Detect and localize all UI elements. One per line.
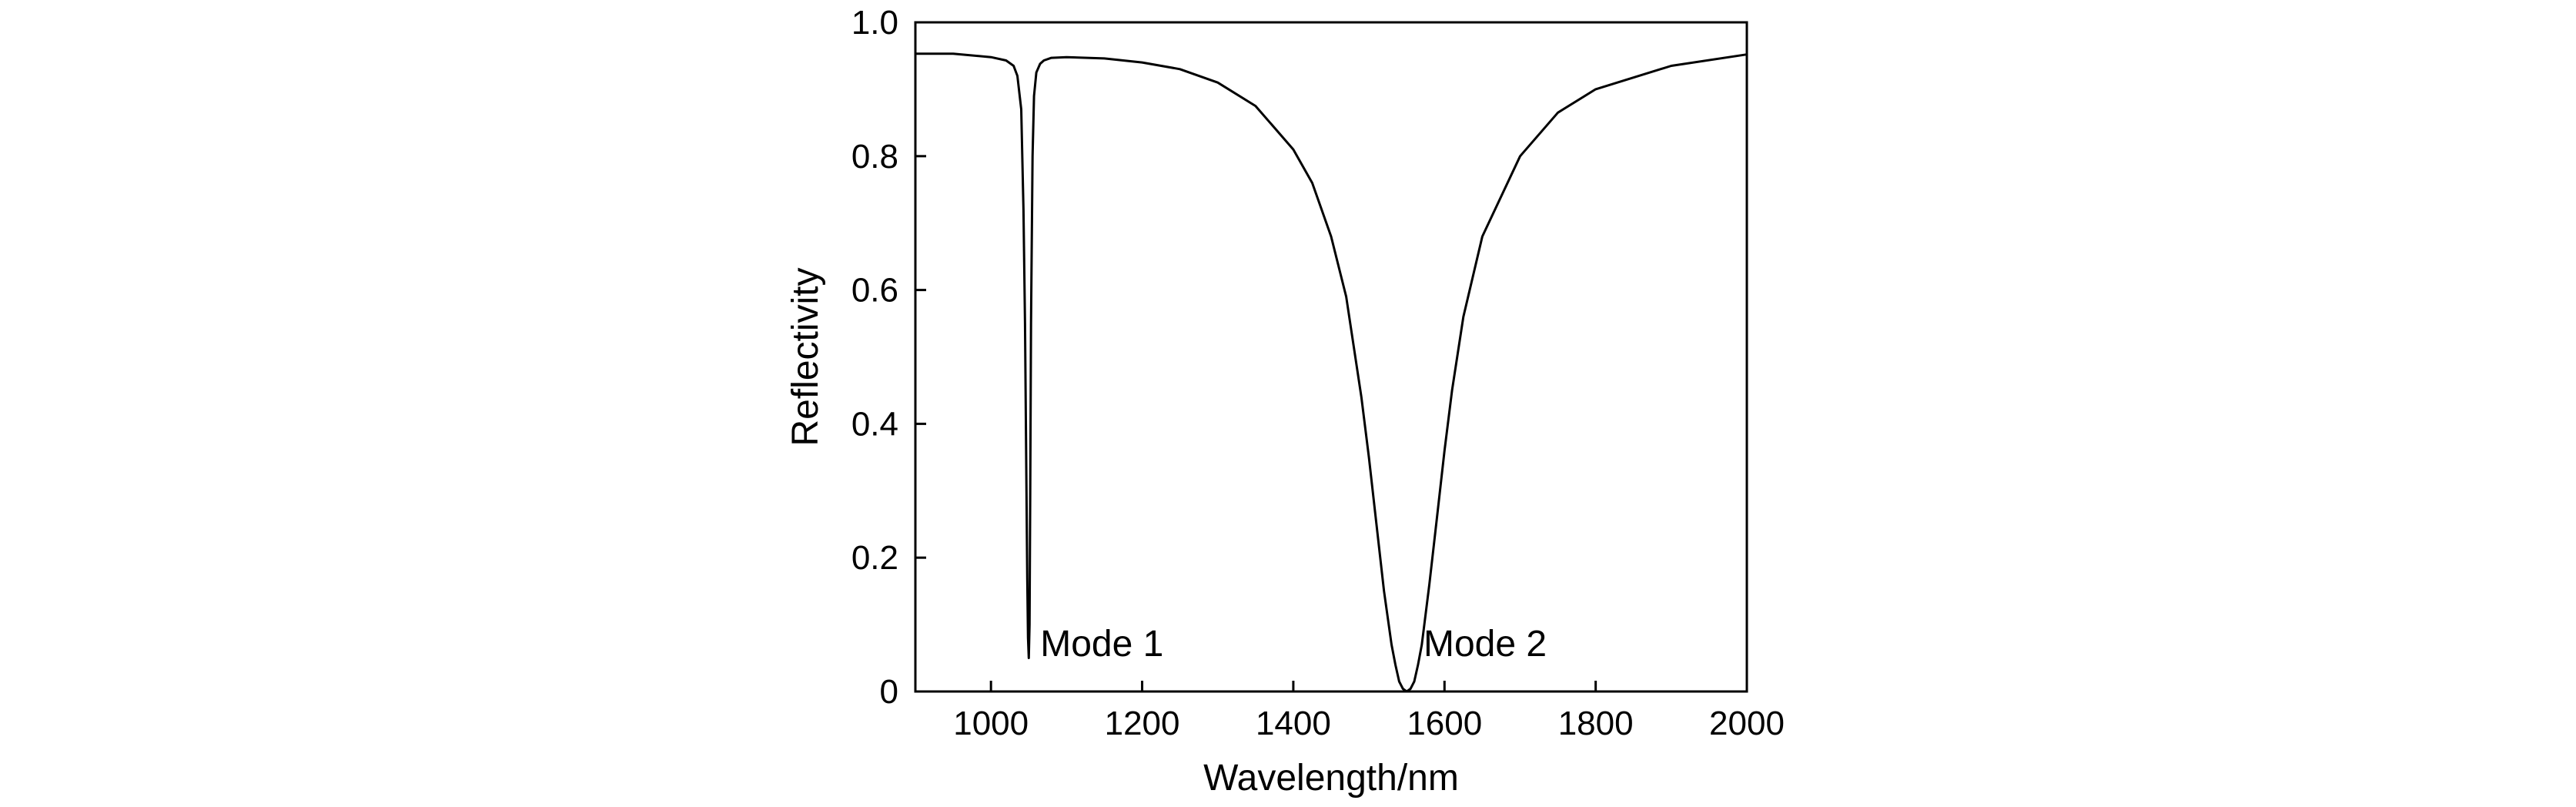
mode-1-annotation: Mode 1 xyxy=(1040,624,1163,665)
x-tick-label: 1000 xyxy=(953,705,1029,742)
x-axis-title: Wavelength/nm xyxy=(1203,758,1459,799)
y-tick-label: 0.8 xyxy=(851,138,898,176)
reflectivity-series-line xyxy=(914,52,1748,693)
y-tick-label: 1.0 xyxy=(851,4,898,42)
y-tick-label: 0.4 xyxy=(851,405,898,443)
mode-2-annotation: Mode 2 xyxy=(1423,624,1547,665)
y-axis-title: Reflectivity xyxy=(785,267,826,446)
y-tick-label: 0.2 xyxy=(851,539,898,577)
x-tick-label: 1400 xyxy=(1256,705,1331,742)
x-tick-label: 1800 xyxy=(1558,705,1634,742)
x-tick-label: 1200 xyxy=(1105,705,1180,742)
y-tick-label: 0.6 xyxy=(851,272,898,310)
plot-frame xyxy=(914,21,1748,693)
x-tick-label: 2000 xyxy=(1709,705,1785,742)
y-tick-label: 0 xyxy=(880,673,898,711)
x-tick-label: 1600 xyxy=(1407,705,1482,742)
